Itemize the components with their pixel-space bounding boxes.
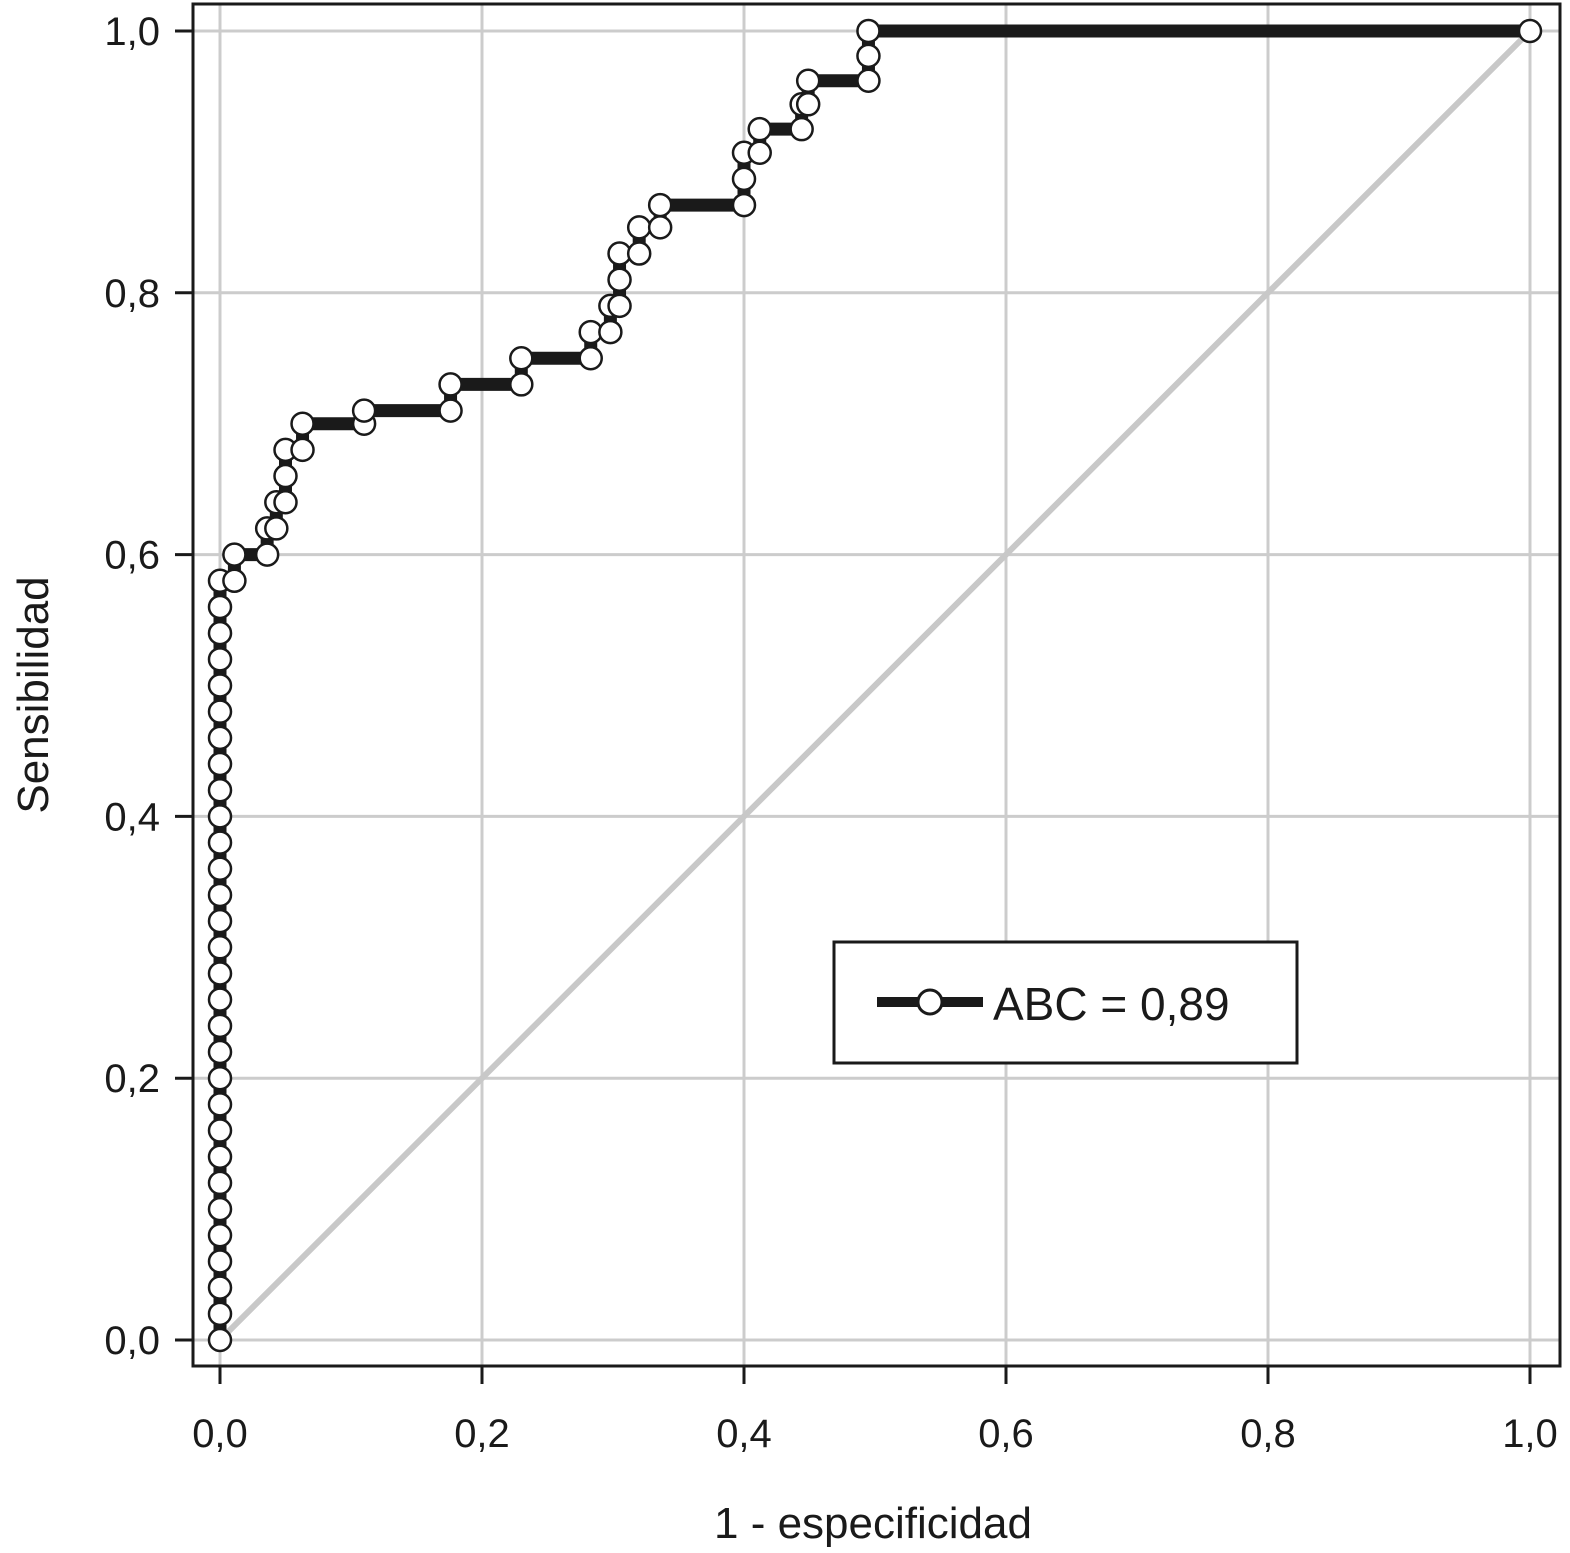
roc-points bbox=[207, 18, 1543, 1353]
roc-point bbox=[509, 372, 534, 397]
roc-point bbox=[207, 725, 233, 751]
y-axis: 0,0 0,2 0,4 0,6 0,8 1,0 bbox=[104, 10, 193, 1363]
roc-point bbox=[795, 68, 821, 93]
roc-point bbox=[222, 542, 247, 567]
roc-point bbox=[731, 192, 757, 218]
y-tick-label: 0,6 bbox=[104, 534, 160, 578]
roc-point bbox=[856, 43, 881, 69]
roc-point bbox=[207, 1327, 233, 1353]
roc-point bbox=[207, 1223, 233, 1248]
roc-point bbox=[207, 673, 233, 698]
roc-point bbox=[795, 92, 821, 117]
roc-point bbox=[1517, 18, 1543, 44]
roc-point bbox=[207, 620, 233, 646]
x-tick-label: 0,2 bbox=[454, 1412, 510, 1456]
y-tick-label: 0,0 bbox=[104, 1319, 160, 1363]
roc-point bbox=[207, 699, 233, 724]
x-axis-title: 1 - especificidad bbox=[714, 1499, 1032, 1548]
y-tick-label: 0,2 bbox=[104, 1057, 160, 1101]
roc-point bbox=[273, 463, 298, 489]
roc-point bbox=[207, 751, 233, 777]
plot-frame bbox=[191, 2, 1562, 1368]
roc-point bbox=[290, 411, 315, 436]
roc-point bbox=[207, 1118, 233, 1143]
roc-point bbox=[207, 1196, 233, 1222]
reference-diagonal-line bbox=[217, 28, 1533, 1343]
roc-point bbox=[207, 908, 233, 934]
roc-point bbox=[856, 68, 881, 93]
roc-point bbox=[207, 1301, 233, 1327]
roc-point bbox=[351, 398, 377, 423]
roc-point bbox=[207, 1275, 233, 1300]
roc-point bbox=[207, 987, 233, 1012]
x-axis: 0,0 0,2 0,4 0,6 0,8 1,0 bbox=[192, 1366, 1558, 1456]
roc-point bbox=[647, 192, 673, 218]
roc-point bbox=[598, 319, 623, 345]
roc-point bbox=[254, 542, 280, 567]
roc-point bbox=[207, 647, 233, 672]
roc-point bbox=[438, 372, 463, 397]
roc-point bbox=[273, 489, 298, 515]
roc-point bbox=[747, 140, 772, 165]
roc-point bbox=[207, 1144, 233, 1169]
grid bbox=[193, 4, 1560, 1366]
roc-point bbox=[207, 1092, 233, 1117]
roc-point bbox=[747, 116, 772, 142]
roc-point bbox=[207, 1170, 233, 1196]
roc-point bbox=[626, 241, 652, 266]
roc-point bbox=[856, 18, 881, 44]
legend-label: ABC = 0,89 bbox=[993, 978, 1230, 1030]
roc-point bbox=[207, 830, 233, 855]
roc-point bbox=[438, 398, 463, 423]
roc-point bbox=[222, 568, 247, 594]
roc-point bbox=[207, 961, 233, 986]
roc-point bbox=[509, 346, 534, 371]
roc-point bbox=[731, 166, 757, 192]
roc-point bbox=[607, 293, 632, 319]
roc-point bbox=[207, 777, 233, 803]
roc-point bbox=[290, 437, 315, 463]
roc-point bbox=[207, 594, 233, 620]
roc-point bbox=[578, 346, 603, 371]
y-tick-label: 0,4 bbox=[104, 795, 160, 839]
roc-point bbox=[207, 1039, 233, 1065]
roc-point bbox=[607, 267, 632, 292]
x-tick-label: 0,4 bbox=[716, 1412, 772, 1456]
y-tick-label: 1,0 bbox=[104, 10, 160, 54]
legend: ABC = 0,89 bbox=[832, 940, 1299, 1065]
roc-point bbox=[207, 935, 233, 960]
roc-point bbox=[207, 1013, 233, 1039]
roc-point bbox=[626, 215, 652, 240]
roc-point bbox=[264, 516, 289, 541]
roc-point bbox=[207, 856, 233, 882]
roc-point bbox=[207, 1065, 233, 1091]
roc-point bbox=[789, 116, 814, 142]
roc-point bbox=[647, 215, 673, 240]
legend-marker-swatch bbox=[916, 988, 944, 1016]
x-tick-label: 0,8 bbox=[1240, 1412, 1296, 1456]
x-tick-label: 0,6 bbox=[978, 1412, 1034, 1456]
roc-point bbox=[207, 1249, 233, 1274]
x-tick-label: 1,0 bbox=[1502, 1412, 1558, 1456]
y-axis-title: Sensibilidad bbox=[9, 576, 58, 813]
roc-point bbox=[207, 882, 233, 908]
x-tick-label: 0,0 bbox=[192, 1412, 248, 1456]
roc-point bbox=[207, 804, 233, 829]
y-tick-label: 0,8 bbox=[104, 272, 160, 316]
